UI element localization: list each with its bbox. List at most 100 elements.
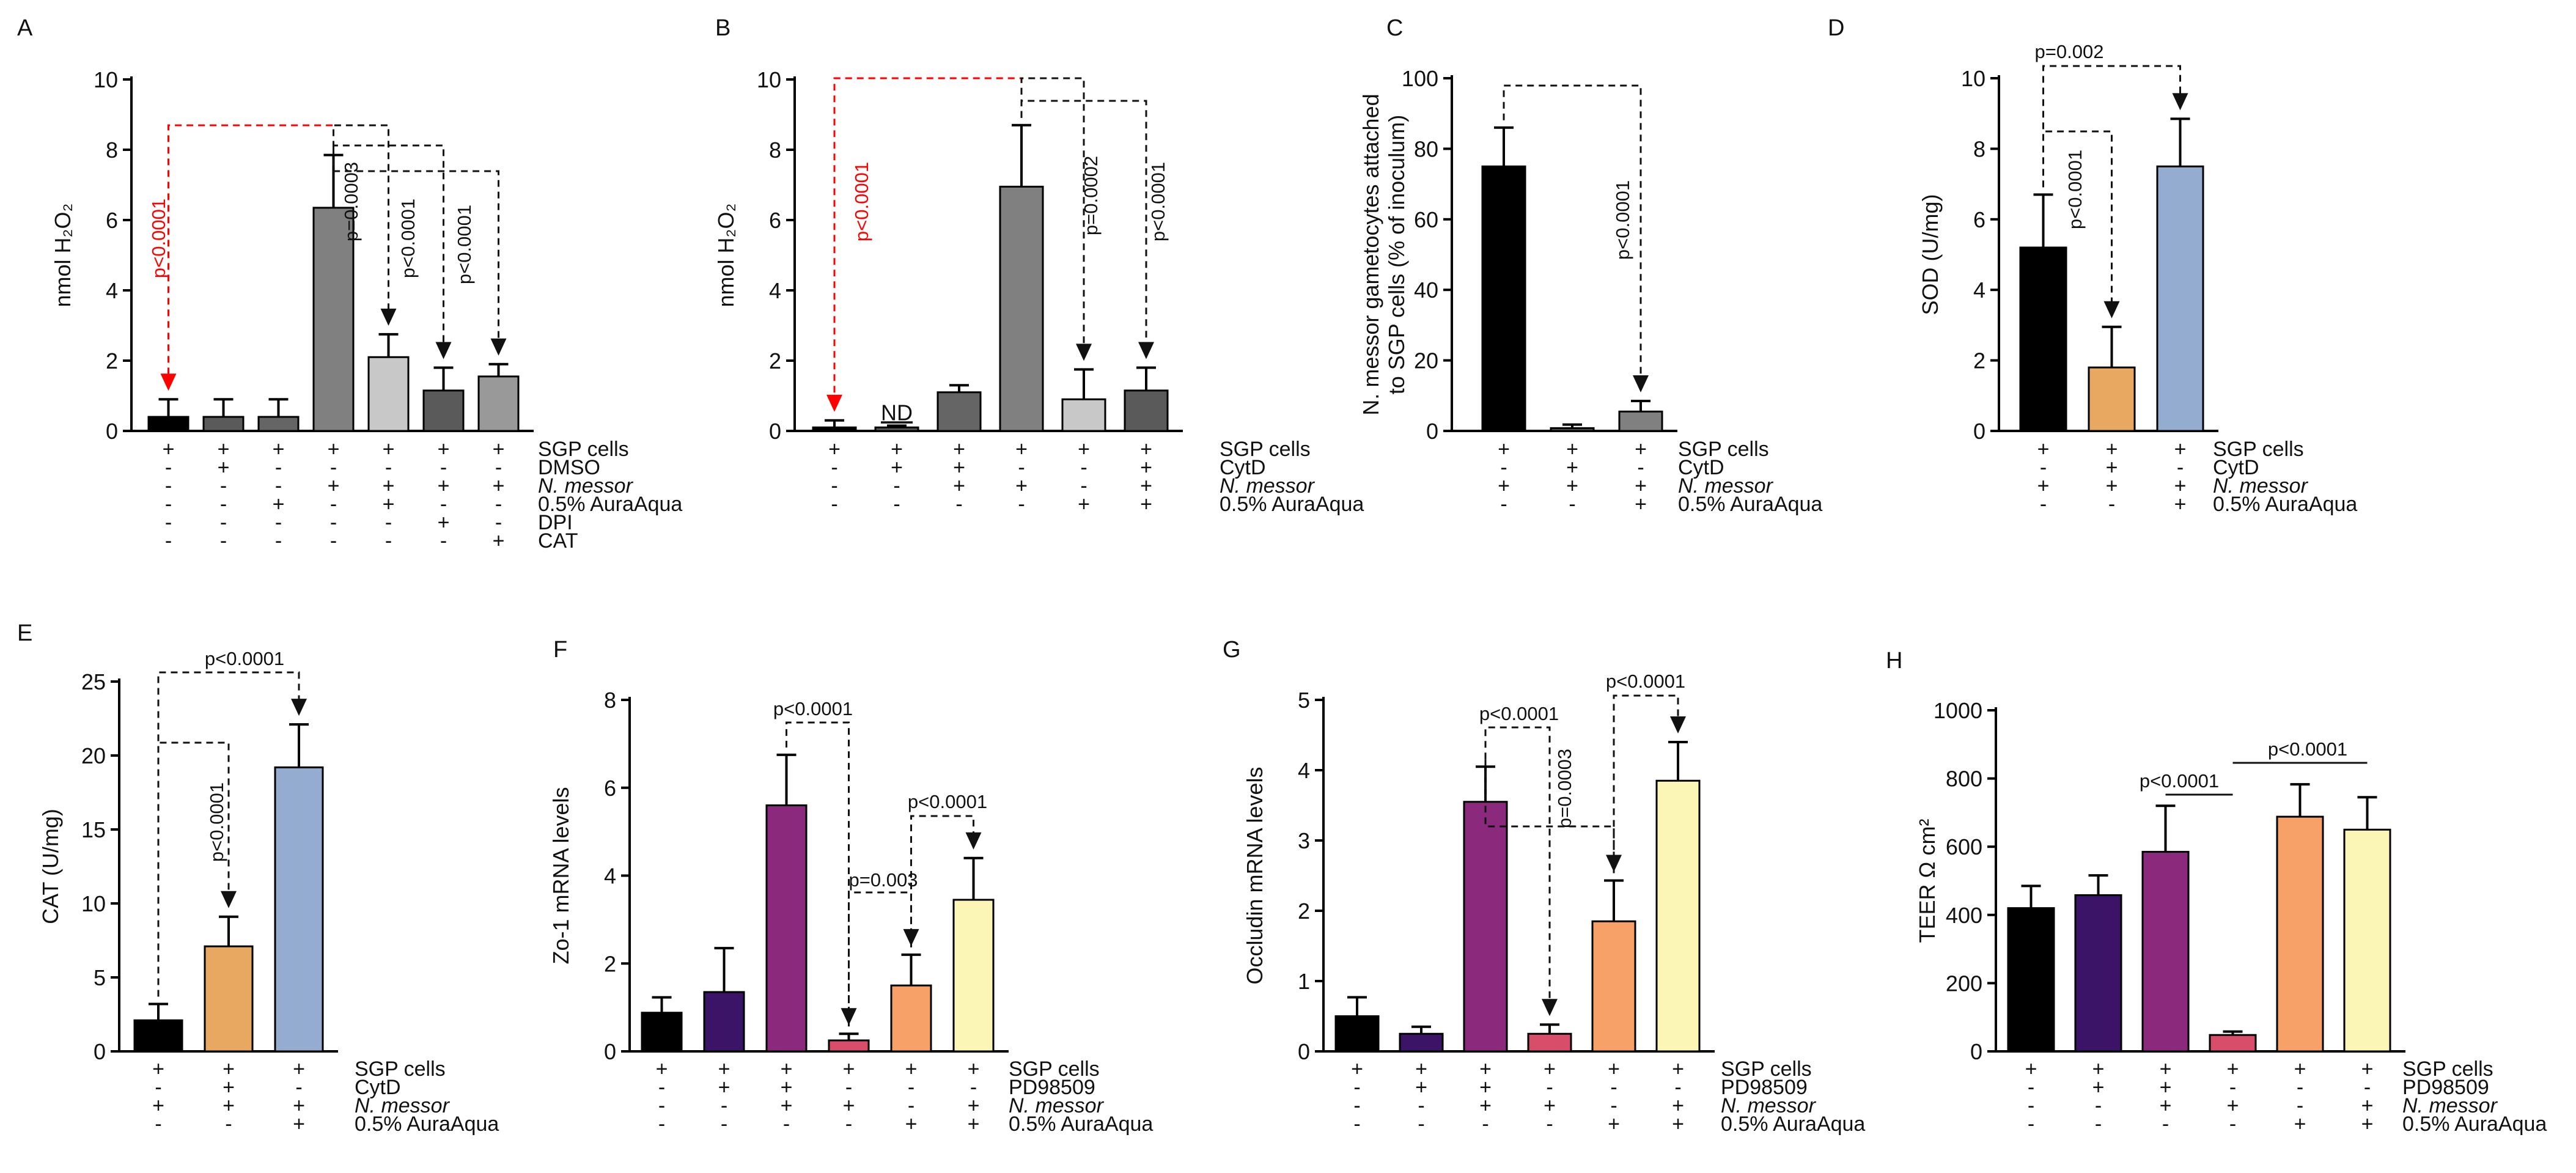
condition-mark: -: [385, 456, 392, 479]
condition-label: CytD: [355, 1076, 401, 1099]
bracket-line: [333, 147, 499, 340]
condition-label: PD98509: [1009, 1076, 1095, 1099]
condition-mark: -: [275, 474, 282, 498]
y-tick-label: 10: [81, 891, 106, 916]
y-axis-label: N. messor gametocytes attachedto SGP cel…: [1358, 94, 1409, 415]
condition-mark: -: [330, 529, 337, 553]
condition-label: SGP cells: [1678, 438, 1769, 461]
bracket-arrowhead: [291, 699, 307, 716]
condition-mark: -: [2028, 1094, 2034, 1117]
condition-mark: -: [2229, 1112, 2236, 1136]
condition-mark: -: [845, 1112, 852, 1136]
condition-mark: -: [2028, 1112, 2034, 1136]
condition-mark: +: [1140, 456, 1152, 479]
p-value-label: p<0.0001: [205, 648, 284, 669]
bar: [1527, 1032, 1572, 1053]
condition-mark: -: [1500, 493, 1507, 516]
condition-label: SGP cells: [1721, 1057, 1812, 1081]
condition-mark: +: [438, 438, 450, 461]
condition-mark: -: [2162, 1112, 2169, 1136]
y-axis-label: SOD (U/mg): [1918, 194, 1943, 315]
bracket-arrowhead: [1138, 342, 1154, 359]
y-axis-label: Zo-1 mRNA levels: [548, 787, 573, 964]
y-tick-label: 6: [1973, 207, 1985, 232]
condition-mark: +: [891, 456, 903, 479]
condition-mark: +: [383, 438, 395, 461]
condition-mark: -: [155, 1112, 161, 1136]
bar: [1591, 920, 1636, 1053]
p-value-label: p<0.0001: [851, 162, 872, 241]
condition-mark: +: [2227, 1057, 2239, 1081]
condition-mark: -: [225, 1112, 232, 1136]
condition-mark: +: [953, 456, 965, 479]
condition-mark: +: [2227, 1094, 2239, 1117]
p-value-label: p=0.002: [2035, 41, 2104, 62]
condition-mark: +: [438, 511, 450, 534]
bracket-line: [833, 77, 1023, 396]
p-value-label: p=0.0003: [1554, 749, 1575, 828]
condition-mark: -: [1418, 1094, 1424, 1117]
bar: [312, 207, 355, 432]
condition-mark: +: [1635, 438, 1647, 461]
bar: [2276, 815, 2324, 1053]
significance-bracket: p<0.0001: [773, 698, 857, 1026]
y-tick-label: 40: [1414, 278, 1438, 303]
y-tick-label: 20: [1414, 348, 1438, 373]
condition-mark: -: [165, 493, 172, 516]
y-tick-label: 8: [604, 688, 616, 713]
p-value-label: p<0.0001: [773, 698, 853, 719]
bar: [1655, 779, 1701, 1053]
condition-mark: -: [2095, 1112, 2102, 1136]
y-tick-label: 8: [106, 138, 118, 163]
significance-bracket: p<0.0001: [1606, 671, 1686, 873]
significance-bracket: p<0.0001: [157, 741, 237, 997]
y-tick-label: 200: [1946, 971, 1982, 996]
condition-mark: +: [2174, 438, 2187, 461]
condition-mark: +: [953, 438, 965, 461]
condition-label: SGP cells: [538, 438, 629, 461]
y-tick-label: 5: [94, 965, 106, 990]
bar: [2141, 851, 2190, 1053]
bar: [641, 1012, 683, 1053]
condition-mark: -: [220, 493, 227, 516]
condition-mark: +: [905, 1057, 918, 1081]
condition-mark: +: [218, 438, 230, 461]
condition-mark: +: [2106, 474, 2118, 498]
condition-mark: +: [1608, 1112, 1620, 1136]
p-value-label: p<0.0001: [1612, 180, 1633, 260]
y-tick-label: 20: [81, 743, 106, 768]
p-value-label: p=0.0002: [1080, 156, 1102, 235]
condition-mark: +: [223, 1094, 235, 1117]
condition-label: N. messor: [2213, 474, 2309, 498]
bar: [2156, 165, 2204, 432]
condition-label: DMSO: [538, 456, 600, 479]
condition-label: 0.5% AuraAqua: [355, 1112, 499, 1136]
condition-mark: +: [2174, 493, 2187, 516]
condition-mark: -: [275, 511, 282, 534]
condition-mark: +: [1672, 1057, 1684, 1081]
bar: [1399, 1032, 1444, 1053]
panel-letter: C: [1386, 15, 1403, 41]
condition-label: CytD: [1678, 456, 1724, 479]
condition-mark: -: [1353, 1094, 1360, 1117]
condition-mark: +: [2106, 456, 2118, 479]
condition-mark: +: [781, 1094, 793, 1117]
condition-label: N. messor: [355, 1094, 451, 1117]
condition-mark: -: [845, 1076, 852, 1099]
significance-bracket: p<0.0001: [2232, 738, 2368, 764]
condition-label: SGP cells: [1009, 1057, 1100, 1081]
condition-mark: -: [495, 456, 502, 479]
condition-mark: +: [493, 529, 505, 553]
bar: [2074, 894, 2122, 1053]
condition-mark: -: [893, 493, 900, 516]
bar: [1061, 398, 1106, 432]
condition-mark: +: [1566, 456, 1578, 479]
bracket-arrowhead: [965, 832, 982, 850]
y-tick-label: 4: [1298, 758, 1310, 783]
bracket-line: [1613, 694, 1679, 873]
condition-mark: -: [165, 456, 172, 479]
condition-mark: -: [658, 1112, 665, 1136]
condition-mark: +: [152, 1094, 164, 1117]
